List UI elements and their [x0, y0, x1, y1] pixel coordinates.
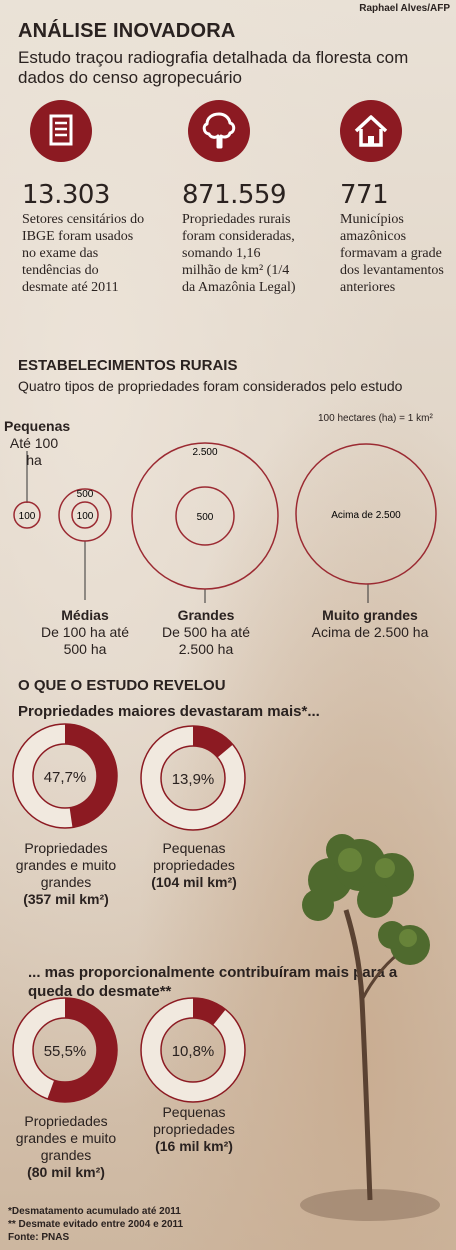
medias-outer-label: 500 — [77, 489, 94, 500]
photo-credit: Raphael Alves/AFP — [359, 3, 450, 14]
page-subtitle: Estudo traçou radiografia detalhada da f… — [18, 48, 409, 87]
donut-large-devastation: 47,7% — [12, 723, 118, 829]
document-icon — [30, 100, 92, 162]
donut-small-devastation: 13,9% — [140, 725, 246, 831]
slice-label: Propriedades grandes e muito grandes — [15, 840, 117, 890]
grandes-circle-2500 — [131, 442, 279, 590]
pequenas-label: Pequenas Até 100 ha — [4, 418, 71, 469]
muito-grandes-circle-label: Acima de 2.500 — [331, 510, 401, 521]
donut-value-label: 47,7% — [44, 769, 87, 786]
establishments-title: ESTABELECIMENTOS RURAIS — [18, 357, 238, 374]
donut-small-reduction: 10,8% — [140, 997, 246, 1103]
medias-circle-100 — [71, 501, 99, 529]
donut-slice — [65, 724, 117, 828]
donut-slice — [193, 726, 233, 758]
medias-label: Médias De 100 ha até 500 ha — [40, 607, 130, 658]
slice-label: Propriedades grandes e muito grandes — [15, 1113, 117, 1163]
scale-note: 100 hectares (ha) = 1 km² — [318, 413, 433, 424]
house-icon — [340, 100, 402, 162]
establishments-subtitle: Quatro tipos de propriedades foram consi… — [18, 378, 403, 394]
pequenas-range: Até 100 ha — [9, 435, 59, 468]
grandes-circle-500 — [175, 486, 235, 546]
label-large-reduction: Propriedades grandes e muito grandes (80… — [8, 1113, 124, 1181]
tree-shadow — [300, 1189, 440, 1221]
pequenas-name: Pequenas — [4, 418, 71, 434]
slice-label: Pequenas propriedades — [153, 840, 235, 873]
grandes-range: De 500 ha até 2.500 ha — [162, 624, 250, 657]
donut-value-label: 10,8% — [172, 1043, 215, 1060]
findings-title: O QUE O ESTUDO REVELOU — [18, 677, 226, 694]
donut-slice — [193, 998, 226, 1026]
medias-circle-500 — [58, 488, 112, 542]
slice-area: (80 mil km²) — [27, 1164, 105, 1180]
stat-value-setores: 13.303 — [22, 180, 110, 210]
grandes-label: Grandes De 500 ha até 2.500 ha — [160, 607, 252, 658]
stat-text-propriedades: Propriedades rurais foram consideradas, … — [182, 212, 296, 295]
donut-large-reduction: 55,5% — [12, 997, 118, 1103]
slice-area: (104 mil km²) — [151, 874, 237, 890]
slice-area: (357 mil km²) — [23, 891, 109, 907]
pequenas-circle-100 — [13, 501, 41, 529]
donut-value-label: 13,9% — [172, 771, 215, 788]
stat-text-setores: Setores censitários do IBGE foram usados… — [22, 212, 145, 295]
medias-name: Médias — [61, 607, 109, 623]
footnote-2: ** Desmate evitado entre 2004 e 2011 — [8, 1219, 184, 1230]
muito-grandes-circle — [295, 443, 437, 585]
findings-section1: Propriedades maiores devastaram mais*... — [18, 703, 320, 720]
label-small-reduction: Pequenas propriedades (16 mil km²) — [136, 1104, 252, 1155]
slice-area: (16 mil km²) — [155, 1138, 233, 1154]
size-circles-diagram: 100 500 100 2.500 500 Acima de 2.500 — [13, 442, 437, 603]
findings-section2: ... mas proporcionalmente contribuíram m… — [28, 964, 398, 1000]
stat-value-municipios: 771 — [340, 180, 389, 210]
footnote-1: *Desmatamento acumulado até 2011 — [8, 1206, 181, 1217]
medias-range: De 100 ha até 500 ha — [41, 624, 129, 657]
muito-grandes-name: Muito grandes — [322, 607, 418, 623]
page-title: ANÁLISE INOVADORA — [18, 20, 236, 42]
label-small-devastation: Pequenas propriedades (104 mil km²) — [136, 840, 252, 891]
source-note: Fonte: PNAS — [8, 1232, 70, 1243]
grandes-name: Grandes — [177, 607, 235, 623]
grandes-outer-label: 2.500 — [192, 447, 217, 458]
tree-icon — [188, 100, 250, 162]
donut-value-label: 55,5% — [44, 1043, 87, 1060]
stat-value-propriedades: 871.559 — [182, 180, 287, 210]
donut-slice — [47, 997, 118, 1103]
muito-grandes-range: Acima de 2.500 ha — [311, 624, 429, 640]
tree-trunk — [343, 909, 373, 1201]
label-large-devastation: Propriedades grandes e muito grandes (35… — [8, 840, 124, 908]
slice-label: Pequenas propriedades — [153, 1104, 235, 1137]
grandes-inner-label: 500 — [197, 512, 214, 523]
medias-inner-label: 100 — [77, 511, 94, 522]
pequenas-circle-label: 100 — [19, 511, 36, 522]
stat-text-municipios: Municípios amazônicos formavam a grade d… — [340, 212, 444, 295]
muito-grandes-label: Muito grandes Acima de 2.500 ha — [306, 607, 434, 641]
